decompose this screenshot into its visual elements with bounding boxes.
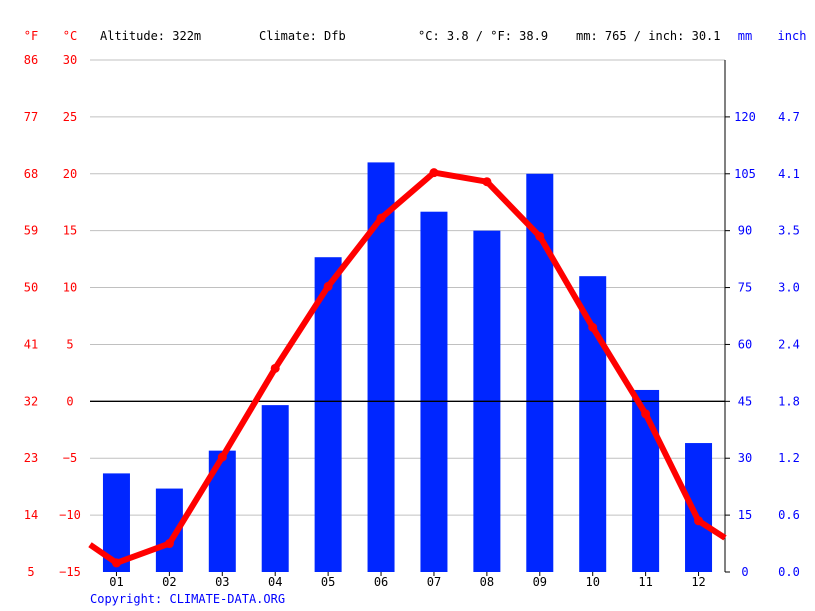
month-tick-label: 10 bbox=[585, 575, 599, 589]
mm-tick-label: 120 bbox=[734, 110, 756, 124]
mm-unit-label: mm bbox=[738, 29, 752, 43]
fahrenheit-tick-label: 59 bbox=[24, 224, 38, 238]
altitude-label: Altitude: 322m bbox=[100, 29, 201, 43]
fahrenheit-tick-label: 14 bbox=[24, 508, 38, 522]
month-tick-label: 05 bbox=[321, 575, 335, 589]
celsius-tick-label: 25 bbox=[63, 110, 77, 124]
inch-tick-label: 0.0 bbox=[778, 565, 800, 579]
left-axis-ticks: 30 86 25 77 20 68 15 59 10 50 5 41 0 32 −5 23 −10 14 −15 5 bbox=[24, 53, 81, 579]
month-tick-label: 04 bbox=[268, 575, 282, 589]
celsius-tick-label: 0 bbox=[66, 394, 73, 408]
precipitation-bar bbox=[420, 211, 448, 572]
celsius-tick-label: 30 bbox=[63, 53, 77, 67]
mm-tick-label: 0 bbox=[741, 565, 748, 579]
fahrenheit-tick-label: 50 bbox=[24, 281, 38, 295]
inch-tick-label: 1.2 bbox=[778, 451, 800, 465]
gridlines bbox=[90, 59, 725, 516]
celsius-tick-label: −10 bbox=[59, 508, 81, 522]
temperature-point bbox=[641, 409, 651, 419]
fahrenheit-tick-label: 68 bbox=[24, 167, 38, 181]
temperature-line-path bbox=[88, 169, 727, 566]
precipitation-bars bbox=[102, 162, 713, 572]
month-tick-label: 03 bbox=[215, 575, 229, 589]
inch-tick-label: 1.8 bbox=[778, 394, 800, 408]
temperature-point bbox=[164, 539, 174, 549]
inch-tick-label: 4.1 bbox=[778, 167, 800, 181]
celsius-tick-label: 10 bbox=[63, 281, 77, 295]
temperature-point bbox=[482, 177, 492, 187]
month-tick-label: 08 bbox=[480, 575, 494, 589]
inch-tick-label: 4.7 bbox=[778, 110, 800, 124]
mm-tick-label: 60 bbox=[738, 337, 752, 351]
mm-tick-label: 75 bbox=[738, 281, 752, 295]
precipitation-bar bbox=[261, 405, 289, 572]
inch-tick-label: 0.6 bbox=[778, 508, 800, 522]
month-tick-label: 02 bbox=[162, 575, 176, 589]
temperature-point bbox=[270, 363, 280, 373]
temperature-point bbox=[535, 231, 545, 241]
fahrenheit-unit-label: °F bbox=[24, 29, 38, 43]
inch-tick-label: 2.4 bbox=[778, 337, 800, 351]
celsius-tick-label: 20 bbox=[63, 167, 77, 181]
mm-tick-label: 90 bbox=[738, 224, 752, 238]
precipitation-bar bbox=[314, 257, 342, 572]
climate-label: Climate: Dfb bbox=[259, 29, 346, 43]
month-tick-label: 06 bbox=[374, 575, 388, 589]
month-tick-label: 12 bbox=[691, 575, 705, 589]
fahrenheit-tick-label: 5 bbox=[27, 565, 34, 579]
temperature-point bbox=[694, 516, 704, 526]
inch-unit-label: inch bbox=[778, 29, 807, 43]
celsius-tick-label: −5 bbox=[63, 451, 77, 465]
copyright-label: Copyright: CLIMATE-DATA.ORG bbox=[90, 592, 285, 606]
mm-tick-label: 45 bbox=[738, 394, 752, 408]
month-tick-label: 01 bbox=[109, 575, 123, 589]
fahrenheit-tick-label: 23 bbox=[24, 451, 38, 465]
month-tick-label: 07 bbox=[427, 575, 441, 589]
fahrenheit-tick-label: 86 bbox=[24, 53, 38, 67]
temperature-point bbox=[588, 322, 598, 332]
average-temperature-label: °C: 3.8 / °F: 38.9 bbox=[418, 29, 548, 43]
temperature-point bbox=[217, 452, 227, 462]
precipitation-bar bbox=[367, 162, 395, 572]
precipitation-bar bbox=[579, 276, 607, 572]
annual-precipitation-label: mm: 765 / inch: 30.1 bbox=[576, 29, 721, 43]
inch-tick-label: 3.0 bbox=[778, 281, 800, 295]
fahrenheit-tick-label: 77 bbox=[24, 110, 38, 124]
mm-tick-label: 105 bbox=[734, 167, 756, 181]
mm-tick-label: 15 bbox=[738, 508, 752, 522]
month-tick-label: 11 bbox=[638, 575, 652, 589]
temperature-point bbox=[376, 213, 386, 223]
month-tick-label: 09 bbox=[533, 575, 547, 589]
fahrenheit-tick-label: 41 bbox=[24, 337, 38, 351]
mm-tick-label: 30 bbox=[738, 451, 752, 465]
celsius-unit-label: °C bbox=[63, 29, 77, 43]
temperature-point bbox=[111, 558, 121, 568]
temperature-line bbox=[88, 168, 727, 568]
celsius-tick-label: −15 bbox=[59, 565, 81, 579]
temperature-point bbox=[429, 168, 439, 178]
temperature-point bbox=[323, 281, 333, 291]
right-axis-ticks: 120 4.7 105 4.1 90 3.5 75 3.0 60 2.4 45 1.8 30 1.2 15 0… bbox=[725, 110, 800, 579]
inch-tick-label: 3.5 bbox=[778, 224, 800, 238]
celsius-tick-label: 15 bbox=[63, 224, 77, 238]
celsius-tick-label: 5 bbox=[66, 337, 73, 351]
fahrenheit-tick-label: 32 bbox=[24, 394, 38, 408]
month-axis-ticks: 01 02 03 04 05 06 07 08 09 10 11 12 bbox=[109, 572, 706, 589]
